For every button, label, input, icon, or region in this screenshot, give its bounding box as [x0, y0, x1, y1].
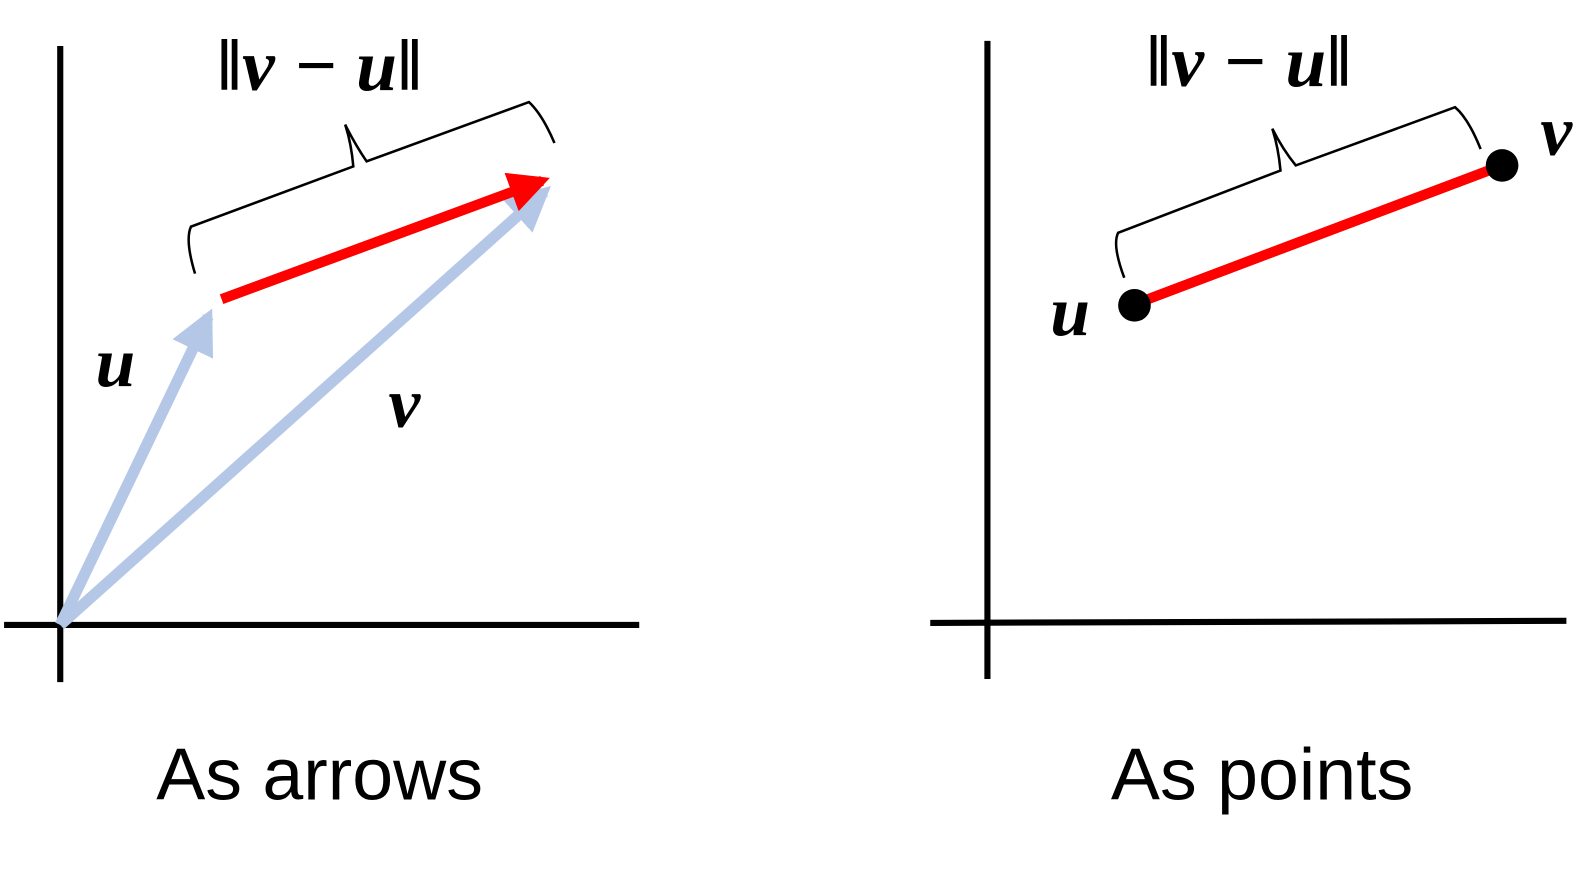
u-label: u: [96, 323, 136, 402]
panel-arrows: ‖v − u‖ u v As arrows: [4, 24, 640, 816]
v-point: [1485, 149, 1519, 182]
v-label: v: [1540, 92, 1573, 171]
norm-label: ‖v − u‖: [1146, 20, 1352, 102]
u-label: u: [1050, 272, 1090, 351]
caption: As points: [1111, 733, 1413, 816]
norm-label: ‖v − u‖: [217, 24, 423, 106]
caption: As arrows: [156, 733, 483, 816]
x-axis: [930, 617, 1567, 626]
difference-arrow: [219, 172, 550, 304]
u-arrow: [55, 308, 214, 628]
brace: [187, 100, 556, 275]
u-point: [1118, 288, 1151, 322]
panel-points: ‖v − u‖ u v As points: [930, 20, 1573, 816]
v-arrow: [56, 185, 551, 630]
difference-segment: [1132, 160, 1504, 310]
v-label: v: [388, 364, 421, 443]
brace: [1114, 105, 1482, 279]
